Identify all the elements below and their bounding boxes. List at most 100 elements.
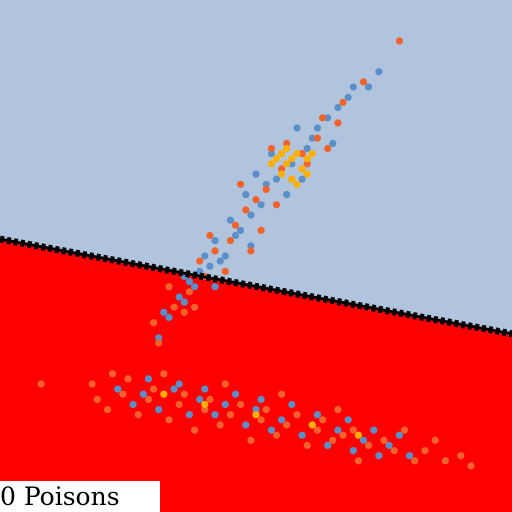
lower-cluster-steelblue-point xyxy=(313,411,321,419)
lower-cluster-orange-point xyxy=(329,436,337,444)
upper-cluster-gold-point xyxy=(293,180,301,188)
lower-cluster-orange-point xyxy=(400,426,409,434)
lower-cluster-steelblue-point xyxy=(170,385,178,393)
upper-cluster-steelblue-point xyxy=(272,175,281,183)
upper-cluster-orange-point xyxy=(278,165,286,173)
upper-cluster-steelblue-point xyxy=(375,68,383,76)
lower-cluster-orange-point xyxy=(380,436,388,444)
upper-cluster-steelblue-point xyxy=(175,293,183,301)
lower-cluster-orange-point xyxy=(175,400,183,409)
upper-cluster-steelblue-point xyxy=(201,252,209,260)
upper-cluster-orange-point xyxy=(191,303,199,311)
upper-cluster-orange-point xyxy=(150,319,158,327)
upper-cluster-orange-point xyxy=(180,308,188,316)
upper-cluster-gold-point xyxy=(283,160,291,168)
lower-cluster-orange-point xyxy=(93,395,101,403)
lower-cluster-orange-point xyxy=(319,416,327,424)
lower-cluster-steelblue-point xyxy=(175,380,183,388)
lower-cluster-orange-point xyxy=(278,390,286,398)
upper-cluster-steelblue-point xyxy=(180,298,188,306)
upper-cluster-steelblue-point xyxy=(247,211,255,219)
lower-cluster-orange-point xyxy=(124,375,132,383)
poison-count-label: 0 Poisons xyxy=(0,481,160,512)
upper-cluster-orange-point xyxy=(155,339,163,347)
lower-cluster-steelblue-point xyxy=(221,400,229,409)
lower-cluster-orange-point xyxy=(216,421,224,429)
upper-cluster-gold-point xyxy=(308,150,316,158)
lower-cluster-steelblue-point xyxy=(395,431,403,439)
lower-cluster-steelblue-point xyxy=(129,400,137,409)
upper-cluster-steelblue-point xyxy=(262,180,270,188)
lower-cluster-gold-point xyxy=(354,431,362,439)
lower-cluster-orange-point xyxy=(191,426,199,434)
upper-cluster-steelblue-point xyxy=(216,257,224,265)
upper-cluster-steelblue-point xyxy=(221,252,229,260)
lower-cluster-steelblue-point xyxy=(211,411,219,419)
upper-cluster-steelblue-point xyxy=(191,283,199,291)
lower-cluster-orange-point xyxy=(247,436,255,444)
lower-cluster-steelblue-point xyxy=(406,452,414,460)
lower-cluster-orange-point xyxy=(262,406,270,414)
upper-cluster-orange-point xyxy=(170,303,178,311)
upper-cluster-gold-point xyxy=(272,155,281,163)
lower-cluster-orange-point xyxy=(354,457,362,465)
lower-cluster-steelblue-point xyxy=(144,375,153,383)
lower-cluster-steelblue-point xyxy=(155,406,163,414)
lower-cluster-orange-point xyxy=(349,426,357,434)
upper-cluster-orange-point xyxy=(319,114,327,122)
upper-cluster-steelblue-point xyxy=(329,139,337,147)
lower-cluster-gold-point xyxy=(252,411,260,419)
upper-cluster-orange-point xyxy=(262,185,270,193)
upper-cluster-orange-point xyxy=(252,196,260,204)
lower-cluster-steelblue-point xyxy=(196,395,204,403)
lower-cluster-steelblue-point xyxy=(385,441,393,449)
scatter-points xyxy=(37,37,475,470)
upper-cluster-orange-point xyxy=(257,226,265,234)
upper-cluster-steelblue-point xyxy=(324,114,332,122)
lower-cluster-orange-point xyxy=(457,452,465,460)
lower-cluster-orange-point xyxy=(313,426,321,434)
upper-cluster-steelblue-point xyxy=(344,93,352,101)
lower-cluster-orange-point xyxy=(221,380,229,388)
upper-cluster-steelblue-point xyxy=(231,231,240,240)
upper-cluster-steelblue-point xyxy=(365,83,373,91)
lower-cluster-orange-point xyxy=(226,411,234,419)
lower-cluster-steelblue-point xyxy=(324,441,332,449)
upper-cluster-orange-point xyxy=(303,160,311,168)
upper-cluster-orange-point xyxy=(334,119,342,127)
upper-cluster-orange-point xyxy=(206,231,214,240)
upper-cluster-gold-point xyxy=(288,155,296,163)
upper-cluster-orange-point xyxy=(267,144,275,153)
upper-cluster-orange-point xyxy=(237,180,245,188)
upper-cluster-steelblue-point xyxy=(185,278,193,286)
lower-cluster-steelblue-point xyxy=(252,406,260,414)
upper-cluster-orange-point xyxy=(339,98,347,106)
upper-cluster-steelblue-point xyxy=(298,175,306,183)
upper-cluster-steelblue-point xyxy=(257,201,265,209)
upper-cluster-steelblue-point xyxy=(247,242,255,250)
lower-cluster-gold-point xyxy=(160,390,168,398)
upper-cluster-steelblue-point xyxy=(242,191,250,199)
lower-cluster-orange-point xyxy=(293,411,301,419)
upper-cluster-orange-point xyxy=(226,237,234,245)
lower-cluster-gold-point xyxy=(201,400,209,409)
lower-cluster-steelblue-point xyxy=(185,411,193,419)
lower-cluster-steelblue-point xyxy=(375,452,383,460)
upper-cluster-steelblue-point xyxy=(349,83,357,91)
upper-cluster-orange-point xyxy=(247,247,255,255)
upper-cluster-orange-point xyxy=(324,144,332,153)
lower-cluster-steelblue-point xyxy=(257,395,265,403)
lower-cluster-steelblue-point xyxy=(242,421,250,429)
lower-cluster-orange-point xyxy=(165,416,173,424)
upper-cluster-steelblue-point xyxy=(165,313,173,321)
lower-cluster-orange-point xyxy=(441,457,449,465)
upper-cluster-orange-point xyxy=(242,206,250,214)
lower-cluster-orange-point xyxy=(88,380,96,388)
upper-cluster-steelblue-point xyxy=(226,216,234,224)
upper-cluster-orange-point xyxy=(359,78,368,86)
lower-cluster-orange-point xyxy=(283,421,291,429)
upper-cluster-gold-point xyxy=(298,165,306,173)
upper-cluster-orange-point xyxy=(272,201,281,209)
decision-boundary-dashes xyxy=(0,235,512,338)
